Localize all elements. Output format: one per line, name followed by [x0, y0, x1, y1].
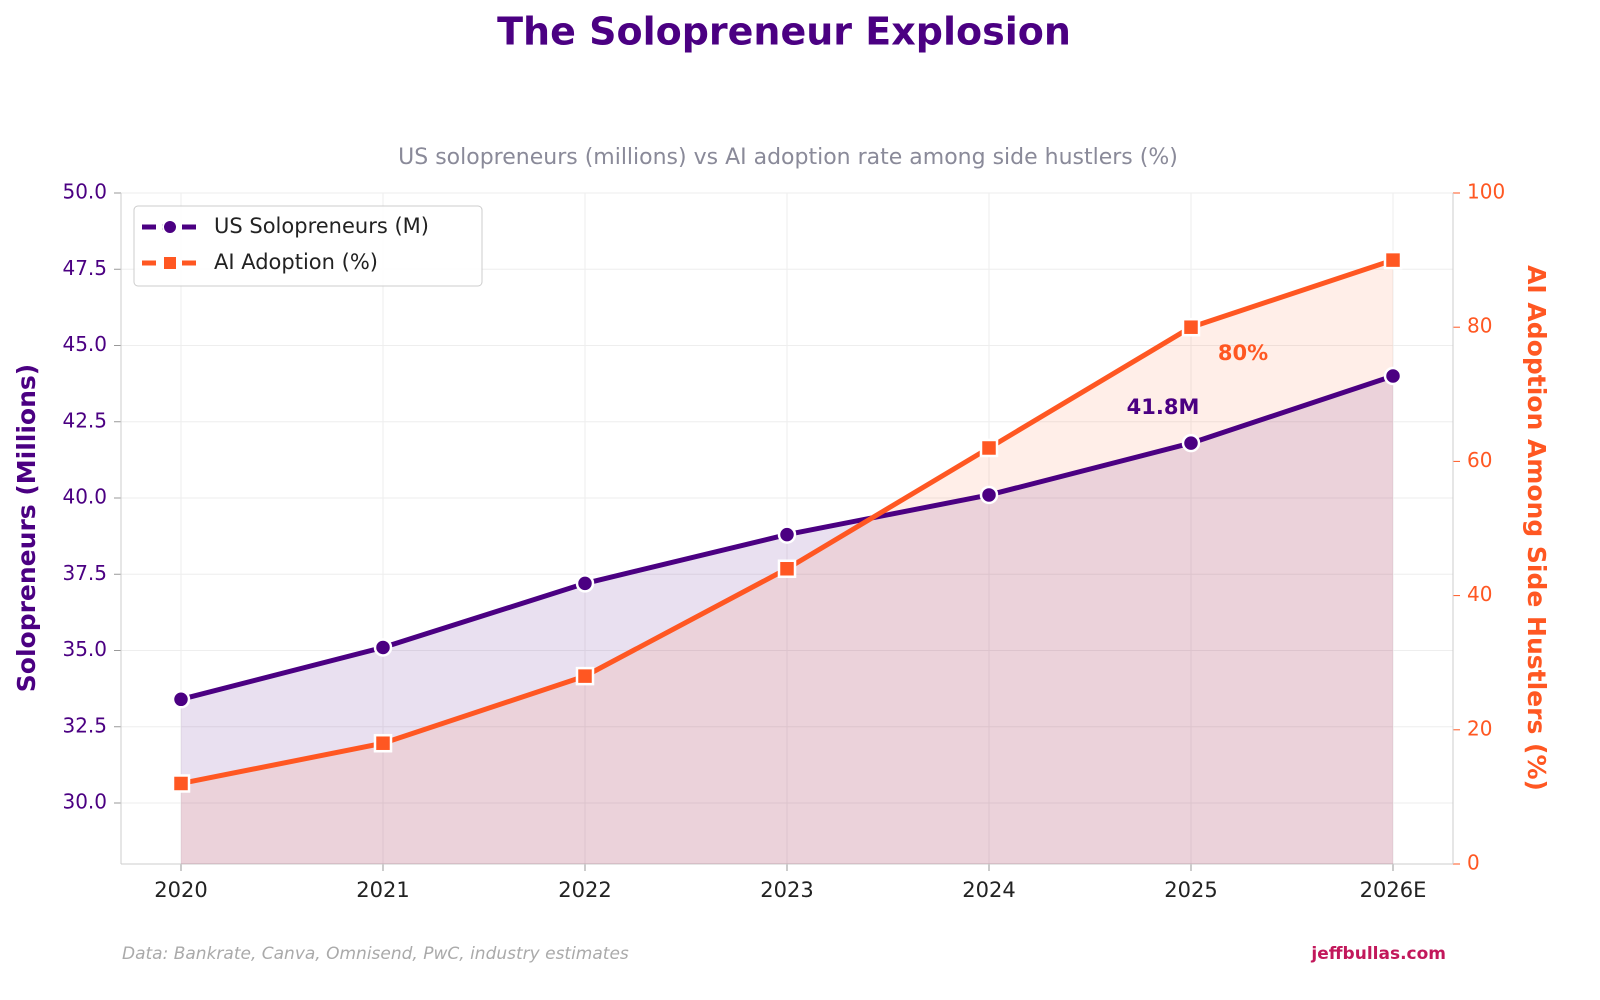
- point: [777, 525, 797, 544]
- area-fill: [181, 260, 1393, 865]
- x-tick-label: 2026E: [1360, 878, 1427, 902]
- y-tick-label: 32.5: [62, 713, 107, 737]
- point: [979, 485, 999, 505]
- source-note: Data: Bankrate, Canva, Omnisend, PwC, in…: [122, 944, 629, 964]
- y2-tick-label: 40: [1467, 582, 1492, 606]
- x-tick-label: 2021: [356, 878, 409, 902]
- point: [1383, 250, 1403, 270]
- y2-tick-label: 0: [1467, 851, 1480, 875]
- y-tick-label: 50.0: [62, 180, 107, 204]
- legend-box: [133, 205, 483, 287]
- x-tick-label: 2020: [154, 878, 207, 902]
- y-tick-label: 35.0: [62, 637, 107, 661]
- y2-axis-label: AI Adoption Among Side Hustlers (%): [1522, 265, 1551, 791]
- chart-subtitle: US solopreneurs (millions) vs AI adoptio…: [398, 145, 1178, 170]
- brand: jeffbullas.com: [1310, 944, 1446, 964]
- y-tick-label: 30.0: [62, 790, 107, 814]
- legend-label: US Solopreneurs (M): [214, 214, 429, 238]
- legend-label: AI Adoption (%): [214, 250, 378, 274]
- y2-tick-label: 80: [1467, 314, 1492, 338]
- point: [373, 733, 393, 753]
- chart-title: The Solopreneur Explosion: [497, 10, 1071, 54]
- y2-tick-label: 60: [1467, 448, 1492, 472]
- point: [171, 774, 191, 793]
- annotation: 41.8M: [1127, 395, 1200, 419]
- point: [575, 666, 595, 686]
- point: [171, 690, 191, 709]
- area-fill: [181, 376, 1393, 864]
- x-tick-label: 2023: [760, 878, 813, 902]
- y-tick-label: 42.5: [62, 408, 107, 432]
- x-tick-label: 2025: [1164, 878, 1217, 902]
- y2-tick-label: 20: [1467, 716, 1492, 740]
- point: [979, 438, 999, 458]
- y-tick-label: 47.5: [62, 256, 107, 280]
- legend: US Solopreneurs (M) AI Adoption (%): [133, 205, 483, 287]
- point: [1181, 317, 1201, 337]
- annotation: 80%: [1218, 341, 1268, 365]
- legend-marker: [162, 219, 178, 235]
- point: [373, 638, 393, 657]
- y-axis-label: Solopreneurs (Millions): [12, 364, 41, 692]
- legend-marker: [162, 255, 178, 271]
- point: [777, 559, 797, 579]
- y2-tick-label: 100: [1467, 180, 1505, 204]
- y-tick-label: 40.0: [62, 485, 107, 509]
- point: [1383, 366, 1403, 386]
- point: [1181, 433, 1201, 453]
- x-tick-label: 2022: [558, 878, 611, 902]
- x-tick-label: 2024: [962, 878, 1015, 902]
- y-tick-label: 45.0: [62, 332, 107, 356]
- point: [575, 574, 595, 593]
- y-tick-label: 37.5: [62, 561, 107, 585]
